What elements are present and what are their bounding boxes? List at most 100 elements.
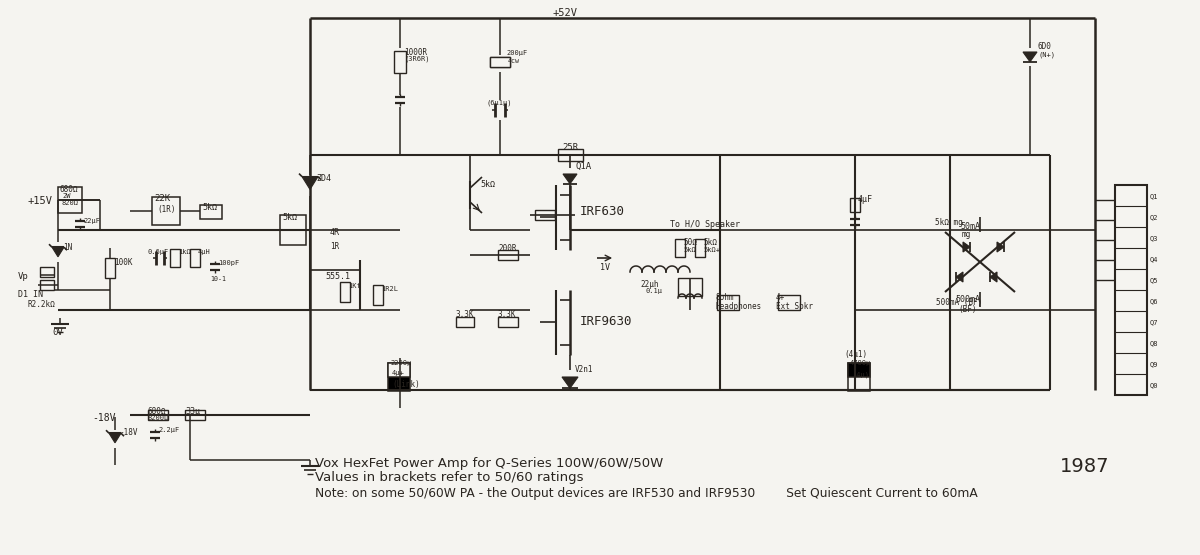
Text: Q5: Q5 — [1150, 277, 1158, 283]
Polygon shape — [956, 272, 964, 282]
Text: 100K: 100K — [114, 258, 132, 267]
Text: 5kΩ: 5kΩ — [202, 203, 217, 212]
Text: Headphones: Headphones — [715, 302, 761, 311]
Text: 0.6µF: 0.6µF — [148, 249, 169, 255]
Bar — [558, 149, 583, 161]
Bar — [498, 317, 518, 327]
Text: 4cw: 4cw — [508, 58, 520, 64]
Text: 1987: 1987 — [1060, 457, 1110, 476]
Text: 5kΩ: 5kΩ — [683, 247, 696, 253]
Text: To H/O Speaker: To H/O Speaker — [670, 220, 740, 229]
Bar — [388, 363, 410, 377]
Text: Q0: Q0 — [1150, 382, 1158, 388]
Bar — [106, 258, 115, 278]
Text: Q2: Q2 — [1150, 214, 1158, 220]
Bar — [58, 187, 82, 213]
Text: Q6: Q6 — [1150, 298, 1158, 304]
Text: Q4: Q4 — [1150, 256, 1158, 262]
Bar — [848, 363, 870, 377]
Text: D1 IN: D1 IN — [18, 290, 43, 299]
Text: 1R2L: 1R2L — [382, 286, 398, 292]
Text: Vox HexFet Power Amp for Q-Series 100W/60W/50W: Vox HexFet Power Amp for Q-Series 100W/6… — [314, 457, 664, 470]
Text: 50Ω: 50Ω — [683, 238, 697, 247]
Text: 200µF: 200µF — [506, 50, 527, 56]
Bar — [678, 278, 702, 296]
Text: Ext Spkr: Ext Spkr — [776, 302, 814, 311]
Bar — [373, 285, 383, 305]
Text: +15V: +15V — [28, 196, 53, 206]
Text: 820Ω: 820Ω — [62, 200, 79, 206]
Text: 0.1µ: 0.1µ — [646, 288, 662, 294]
Text: R2.2kΩ: R2.2kΩ — [28, 300, 55, 309]
Text: 33µ: 33µ — [185, 407, 200, 416]
Polygon shape — [302, 176, 318, 189]
Text: +52V: +52V — [552, 8, 577, 18]
Bar — [718, 295, 739, 310]
Text: -18V: -18V — [92, 413, 115, 423]
Text: 4+: 4+ — [776, 293, 785, 302]
Text: Note: on some 50/60W PA - the Output devices are IRF530 and IRF9530        Set Q: Note: on some 50/60W PA - the Output dev… — [314, 487, 978, 500]
Bar — [778, 295, 800, 310]
Text: 8ohm: 8ohm — [715, 293, 733, 302]
Text: 2.2µF: 2.2µF — [158, 427, 179, 433]
Text: 4µH: 4µH — [198, 249, 211, 255]
Text: ZD4: ZD4 — [316, 174, 331, 183]
Text: Q1: Q1 — [1150, 193, 1158, 199]
Bar — [388, 363, 410, 391]
Bar — [695, 239, 706, 257]
Text: 1N: 1N — [64, 243, 72, 252]
Text: 680Ω: 680Ω — [148, 407, 167, 416]
Text: (3R6R): (3R6R) — [404, 56, 430, 63]
Bar — [148, 410, 168, 420]
Bar — [190, 249, 200, 267]
Text: V2n1: V2n1 — [575, 365, 594, 374]
Bar — [456, 317, 474, 327]
Text: 1kΩ: 1kΩ — [178, 249, 191, 255]
Text: -18V: -18V — [120, 428, 138, 437]
Text: IRF9630: IRF9630 — [580, 315, 632, 328]
Text: 22µF: 22µF — [83, 218, 100, 224]
Text: (1R): (1R) — [157, 205, 175, 214]
Polygon shape — [964, 242, 970, 252]
Bar — [674, 239, 685, 257]
Polygon shape — [1022, 52, 1037, 62]
Text: Q9: Q9 — [1150, 361, 1158, 367]
Text: 2W: 2W — [62, 193, 71, 199]
Text: 8200µ: 8200µ — [148, 415, 169, 421]
Text: 50mA: 50mA — [960, 222, 980, 231]
Bar — [40, 267, 54, 277]
Bar — [498, 250, 518, 260]
Bar — [1115, 185, 1147, 395]
Text: (N+): (N+) — [1038, 51, 1055, 58]
Text: 500mA (BF): 500mA (BF) — [936, 298, 983, 307]
Text: 22K: 22K — [154, 194, 170, 203]
Polygon shape — [562, 377, 578, 388]
Text: 5kΩ+: 5kΩ+ — [703, 247, 720, 253]
Bar — [340, 282, 350, 302]
Bar — [200, 205, 222, 219]
Bar — [850, 198, 860, 212]
Text: 4µ+: 4µ+ — [392, 370, 404, 376]
Bar — [152, 197, 180, 225]
Text: Vp: Vp — [18, 272, 29, 281]
Bar — [185, 410, 205, 420]
Text: 1Kf: 1Kf — [348, 283, 361, 289]
Polygon shape — [52, 247, 64, 257]
Text: 0V: 0V — [52, 328, 62, 337]
Text: 1V: 1V — [600, 263, 610, 272]
Text: 4R: 4R — [330, 228, 340, 237]
Text: 3.3K: 3.3K — [455, 310, 474, 319]
Text: 25R: 25R — [562, 143, 578, 152]
Text: 2200µ: 2200µ — [390, 360, 412, 366]
Polygon shape — [997, 242, 1004, 252]
Text: mg: mg — [962, 230, 971, 239]
Text: 500mA: 500mA — [955, 295, 980, 304]
Text: 100pF: 100pF — [218, 260, 239, 266]
Text: 3.3K: 3.3K — [498, 310, 516, 319]
Text: 6D0: 6D0 — [1038, 42, 1052, 51]
Text: 555.1: 555.1 — [325, 272, 350, 281]
Text: (BF): (BF) — [958, 305, 977, 314]
Text: 5kΩ: 5kΩ — [480, 180, 496, 189]
Bar — [490, 57, 510, 67]
Text: 680Ω: 680Ω — [60, 185, 78, 194]
